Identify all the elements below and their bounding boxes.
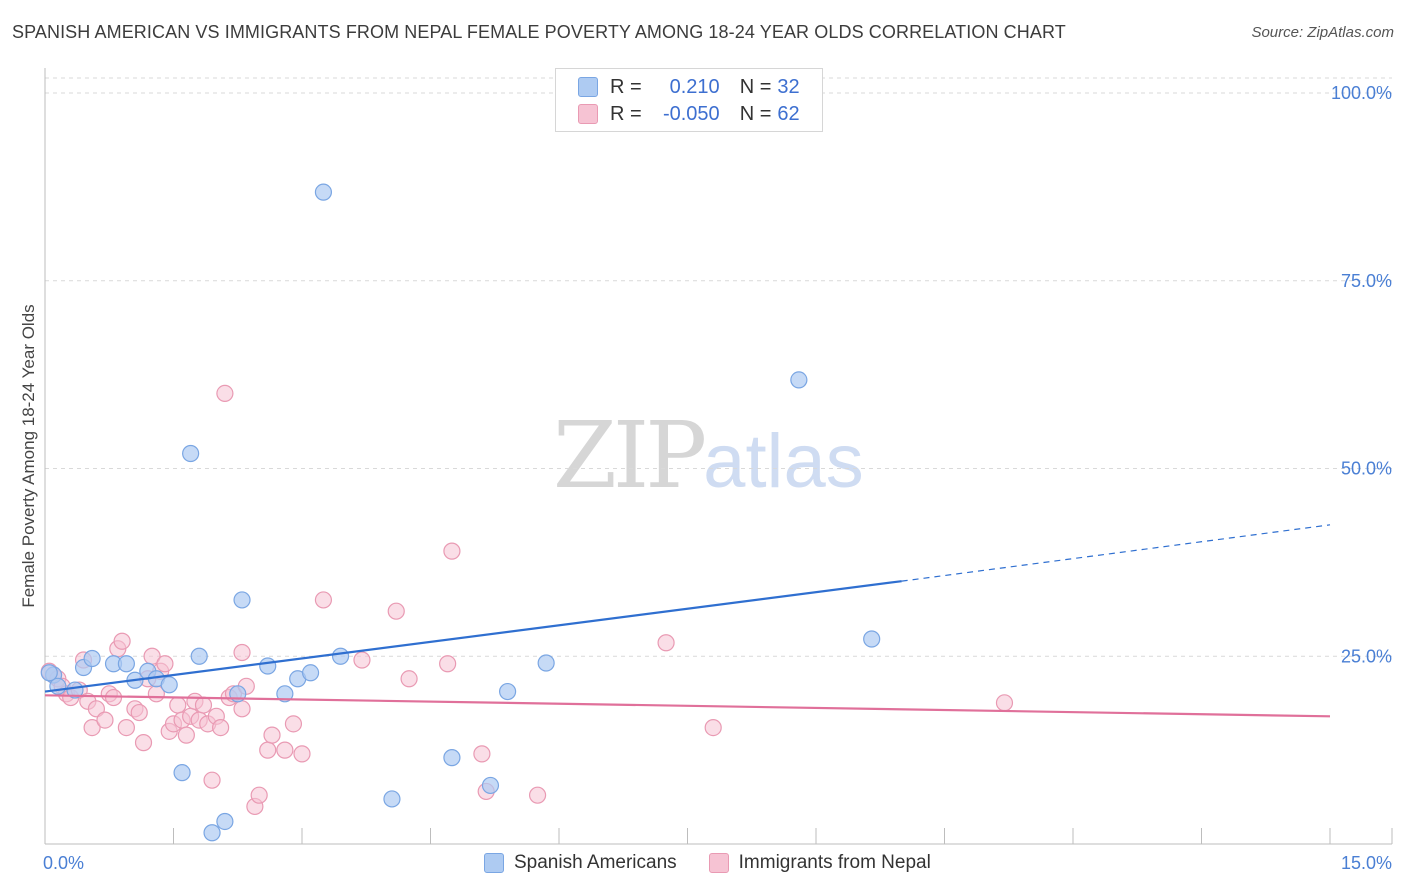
pink-swatch	[708, 853, 729, 873]
nepal-point	[284, 715, 303, 733]
spanish-american-point	[499, 682, 517, 701]
nepal-point	[134, 734, 153, 752]
nepal-point	[314, 591, 333, 609]
spanish-american-trend-line	[44, 580, 902, 693]
spanish-american-point	[481, 776, 500, 795]
spanish-american-point	[790, 371, 808, 389]
x-tick-label: 15.0%	[1341, 853, 1392, 873]
n-label: N =	[739, 75, 772, 98]
nepal-point	[473, 745, 491, 763]
nepal-point	[156, 655, 174, 673]
spanish-american-point	[190, 647, 208, 665]
spanish-american-points	[40, 183, 881, 842]
source-label: Source: ZipAtlas.com	[1251, 24, 1394, 41]
pink-swatch	[578, 104, 598, 124]
spanish-american-point	[160, 676, 178, 694]
n-value: 62	[777, 102, 800, 125]
n-label: N =	[739, 102, 772, 125]
r-value: -0.050	[662, 102, 720, 125]
spanish-american-point	[863, 630, 881, 648]
nepal-point	[276, 741, 294, 759]
grid-lines	[45, 77, 1392, 657]
nepal-trend-line	[44, 694, 1331, 718]
nepal-point	[259, 741, 277, 759]
legend-item-spanish-americans: Spanish Americans	[484, 852, 677, 874]
watermark-zip: ZIP	[553, 402, 707, 509]
spanish-american-point	[117, 655, 135, 673]
watermark: ZIPatlas	[553, 402, 864, 509]
nepal-point	[263, 726, 281, 744]
spanish-american-point	[383, 790, 401, 808]
nepal-point	[169, 696, 187, 714]
nepal-point	[995, 694, 1014, 712]
legend-label: Spanish Americans	[514, 852, 677, 873]
nepal-point	[216, 384, 234, 403]
n-value: 32	[777, 75, 800, 98]
nepal-point	[212, 718, 230, 737]
y-axis-label: Female Poverty Among 18-24 Year Olds	[19, 304, 38, 607]
nepal-point	[528, 786, 547, 804]
nepal-point	[194, 696, 213, 714]
nepal-point	[203, 771, 221, 789]
legend-row-nepal: R = -0.050 N = 62	[578, 101, 800, 127]
spanish-american-point	[537, 654, 555, 672]
spanish-american-point	[314, 183, 333, 201]
spanish-american-point	[259, 657, 277, 675]
r-label: R =	[610, 75, 642, 98]
r-value: 0.210	[669, 75, 720, 98]
nepal-point	[657, 634, 675, 652]
watermark-atlas: atlas	[703, 419, 864, 504]
x-tick-label: 0.0%	[43, 853, 84, 873]
spanish-american-point	[331, 647, 350, 665]
y-tick-label: 75.0%	[1341, 271, 1392, 291]
spanish-american-point	[66, 681, 84, 699]
nepal-point	[177, 726, 195, 744]
nepal-point	[113, 632, 131, 650]
legend-row-spanish-americans: R = 0.210 N = 32	[578, 74, 800, 100]
nepal-point	[704, 718, 722, 737]
chart-title: SPANISH AMERICAN VS IMMIGRANTS FROM NEPA…	[12, 22, 1066, 42]
y-tick-label: 50.0%	[1341, 459, 1392, 479]
legend-label: Immigrants from Nepal	[738, 852, 931, 873]
axes	[44, 68, 1393, 845]
y-tick-label: 25.0%	[1341, 646, 1392, 666]
nepal-point	[443, 542, 461, 560]
tick-labels: 25.0% 50.0% 75.0% 100.0% 0.0% 15.0%	[43, 83, 1392, 873]
nepal-point	[250, 786, 268, 804]
r-label: R =	[610, 102, 642, 125]
legend-item-nepal: Immigrants from Nepal	[708, 852, 931, 874]
nepal-point	[233, 700, 251, 718]
series-legend: Spanish Americans Immigrants from Nepal	[484, 852, 963, 874]
nepal-point	[117, 718, 135, 737]
spanish-american-point	[40, 664, 58, 682]
spanish-american-trend-extension	[901, 524, 1331, 582]
spanish-american-point	[443, 749, 461, 767]
blue-swatch	[578, 77, 598, 97]
spanish-american-point	[83, 649, 101, 668]
spanish-american-point	[301, 664, 320, 682]
blue-swatch	[484, 853, 504, 873]
nepal-point	[353, 651, 371, 669]
spanish-american-point	[173, 764, 191, 782]
spanish-american-point	[233, 591, 251, 609]
nepal-point	[387, 602, 405, 620]
nepal-point	[233, 643, 251, 662]
trend-lines	[44, 524, 1331, 718]
spanish-american-point	[276, 685, 294, 703]
nepal-point	[439, 655, 457, 673]
nepal-point	[96, 711, 114, 729]
nepal-point	[400, 670, 418, 688]
spanish-american-point	[216, 812, 234, 831]
spanish-american-point	[203, 824, 221, 842]
spanish-american-point	[182, 444, 200, 463]
nepal-point	[130, 703, 148, 722]
nepal-point	[293, 745, 311, 763]
correlation-legend: R = 0.210 N = 32 R = -0.050 N = 62	[555, 68, 823, 132]
nepal-point	[83, 718, 101, 737]
y-tick-label: 100.0%	[1331, 83, 1392, 103]
